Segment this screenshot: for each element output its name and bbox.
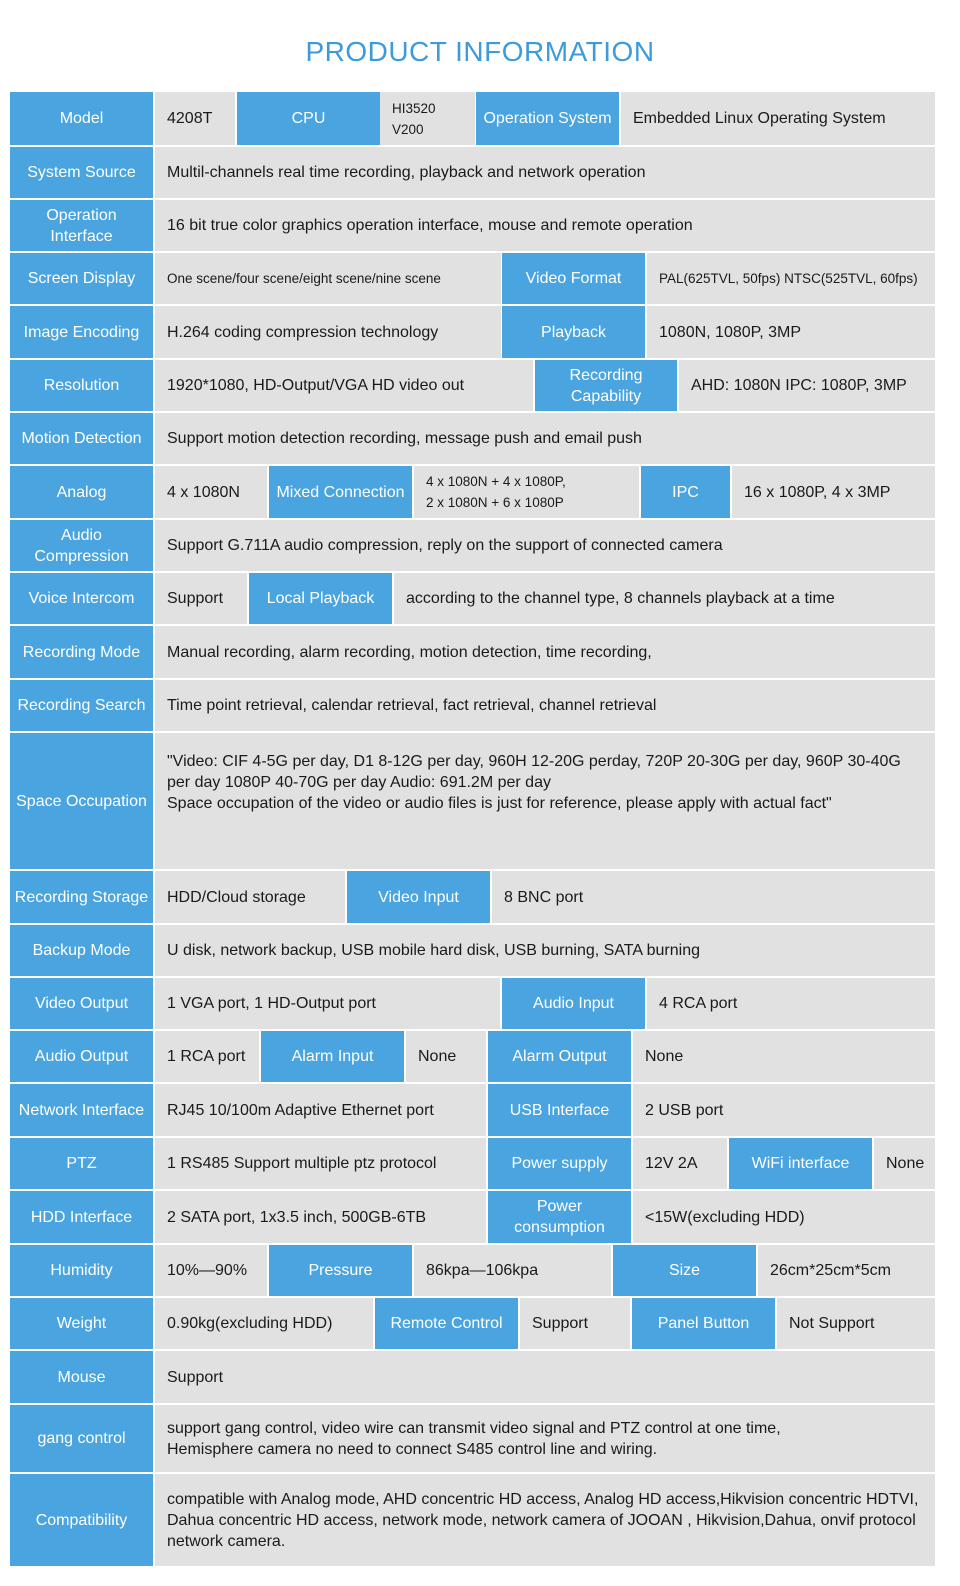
spec-label: Remote Control [375,1298,518,1349]
spec-label: Size [613,1245,756,1296]
spec-label: Voice Intercom [10,573,153,624]
spec-label: Motion Detection [10,413,153,464]
spec-value: Support [155,1351,935,1403]
spec-value: Manual recording, alarm recording, motio… [155,626,935,678]
spec-value: Time point retrieval, calendar retrieval… [155,680,935,731]
spec-value: H.264 coding compression technology [155,306,501,358]
spec-value: RJ45 10/100m Adaptive Ethernet port [155,1084,486,1136]
spec-value: Support G.711A audio compression, reply … [155,520,935,571]
spec-value: AHD: 1080N IPC: 1080P, 3MP [679,360,935,411]
spec-value: 4208T [155,92,235,145]
spec-value: None [874,1138,935,1189]
spec-value: PAL(625TVL, 50fps) NTSC(525TVL, 60fps) [647,253,935,304]
spec-label: Recording Mode [10,626,153,678]
spec-label: WiFi interface [729,1138,872,1189]
spec-value: HDD/Cloud storage [155,871,345,923]
spec-value: 1 RCA port [155,1031,259,1082]
spec-label: Backup Mode [10,925,153,976]
spec-label: Playback [502,306,645,358]
spec-value: Multil-channels real time recording, pla… [155,147,935,198]
spec-label: Model [10,92,153,145]
page-title: PRODUCT INFORMATION [305,36,655,67]
spec-label: Audio Input [502,978,645,1029]
spec-label: Power supply [488,1138,631,1189]
spec-label: Panel Button [632,1298,775,1349]
spec-label: Power consumption [488,1191,631,1243]
spec-value: 2 SATA port, 1x3.5 inch, 500GB-6TB [155,1191,486,1243]
spec-value: 4 x 1080N + 4 x 1080P, 2 x 1080N + 6 x 1… [414,466,639,518]
spec-value: Embedded Linux Operating System [621,92,935,145]
spec-label: PTZ [10,1138,153,1189]
spec-value: Support [155,573,247,624]
spec-value: Support [520,1298,630,1349]
spec-value: HI3520 V200 [380,92,475,145]
spec-value: 1 VGA port, 1 HD-Output port [155,978,500,1029]
spec-label: System Source [10,147,153,198]
spec-value: 4 RCA port [647,978,935,1029]
spec-label: Humidity [10,1245,153,1296]
spec-value: "Video: CIF 4-5G per day, D1 8-12G per d… [155,733,935,869]
spec-value: 1080N, 1080P, 3MP [647,306,935,358]
spec-label: Operation Interface [10,200,153,251]
spec-label: Mixed Connection [269,466,412,518]
spec-label: Image Encoding [10,306,153,358]
spec-label: Alarm Input [261,1031,404,1082]
spec-value: 10%—90% [155,1245,267,1296]
spec-value: <15W(excluding HDD) [633,1191,935,1243]
spec-value: None [633,1031,935,1082]
spec-label: Network Interface [10,1084,153,1136]
spec-label: Recording Search [10,680,153,731]
spec-label: Audio Compression [10,520,153,571]
spec-value: Not Support [777,1298,935,1349]
spec-label: Analog [10,466,153,518]
spec-value: 0.90kg(excluding HDD) [155,1298,373,1349]
spec-label: Local Playback [249,573,392,624]
spec-value: 8 BNC port [492,871,935,923]
spec-value: according to the channel type, 8 channel… [394,573,935,624]
spec-value: 86kpa—106kpa [414,1245,611,1296]
spec-label: Recording Storage [10,871,153,923]
spec-value: None [406,1031,486,1082]
spec-label: Video Format [502,253,645,304]
spec-label: Screen Display [10,253,153,304]
spec-value: 2 USB port [633,1084,935,1136]
spec-label: Video Input [347,871,490,923]
spec-value: One scene/four scene/eight scene/nine sc… [155,253,501,304]
spec-value: U disk, network backup, USB mobile hard … [155,925,935,976]
spec-label: CPU [237,92,380,145]
spec-label: Alarm Output [488,1031,631,1082]
spec-label: Recording Capability [535,360,677,411]
spec-label: Audio Output [10,1031,153,1082]
spec-value: 12V 2A [633,1138,727,1189]
spec-label: Space Occupation [10,733,153,869]
spec-label: USB Interface [488,1084,631,1136]
spec-value: 4 x 1080N [155,466,267,518]
spec-value: 16 x 1080P, 4 x 3MP [732,466,935,518]
spec-label: Operation System [476,92,619,145]
spec-label: Weight [10,1298,153,1349]
spec-value: compatible with Analog mode, AHD concent… [155,1474,935,1566]
spec-value: 1920*1080, HD-Output/VGA HD video out [155,360,533,411]
spec-label: Mouse [10,1351,153,1403]
spec-value: Support motion detection recording, mess… [155,413,935,464]
spec-label: Resolution [10,360,153,411]
spec-label: Pressure [269,1245,412,1296]
spec-label: Video Output [10,978,153,1029]
spec-value: 16 bit true color graphics operation int… [155,200,935,251]
spec-label: Compatibility [10,1474,153,1566]
spec-value: 26cm*25cm*5cm [758,1245,935,1296]
spec-label: HDD Interface [10,1191,153,1243]
spec-label: gang control [10,1405,153,1472]
spec-label: IPC [641,466,730,518]
spec-value: 1 RS485 Support multiple ptz protocol [155,1138,486,1189]
spec-value: support gang control, video wire can tra… [155,1405,935,1472]
